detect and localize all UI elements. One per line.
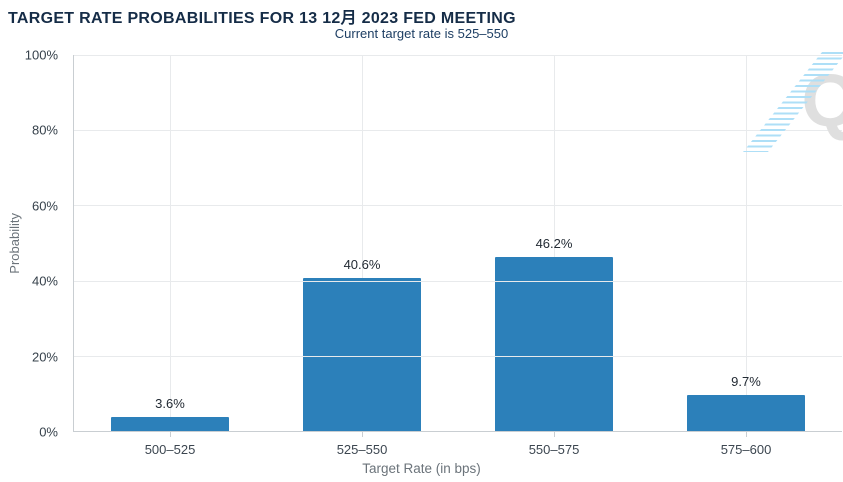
x-axis-tick [746,432,747,437]
probability-bar-575–600[interactable] [687,394,805,431]
chart-title: TARGET RATE PROBABILITIES FOR 13 12月 202… [8,10,516,27]
x-category-label: 525–550 [336,442,388,457]
x-category-label: 500–525 [144,442,196,457]
probability-bar-525–550[interactable] [303,278,421,431]
gridline-100 [74,55,842,56]
x-axis-tick [170,432,171,437]
chart-subtitle: Current target rate is 525–550 [334,26,509,41]
probability-bar-550–575[interactable] [495,257,613,431]
category-cell-550–575: 46.2% 550–575 [458,55,650,457]
y-tick-label-60: 60% [31,198,58,214]
gridline-20 [74,355,842,357]
gridline-40 [74,280,842,282]
y-tick-label-20: 20% [31,349,58,365]
bar-value-label: 40.6% [343,257,381,273]
y-tick-label-0: 0% [39,424,58,440]
category-cell-525–550: 40.6% 525–550 [266,55,458,457]
bar-value-label: 9.7% [731,373,761,389]
category-cell-500–525: 3.6% 500–525 [74,55,266,457]
gridline-80 [74,130,842,132]
bar-value-label: 3.6% [155,396,185,412]
x-axis-tick [362,432,363,437]
category-gridline [170,55,171,431]
plot-area: 3.6% 500–525 40.6% 525–550 46.2% 550–575 9.7% 5… [73,55,842,457]
x-axis-title: Target Rate (in bps) [362,461,481,476]
gridline-60 [74,205,842,207]
plot-categories: 3.6% 500–525 40.6% 525–550 46.2% 550–575 9.7% 5… [74,55,842,457]
x-category-label: 550–575 [528,442,580,457]
category-gridline [554,55,555,431]
y-tick-label-100: 100% [24,47,58,63]
category-gridline [362,55,363,431]
category-cell-575–600: 9.7% 575–600 [650,55,842,457]
y-tick-label-40: 40% [31,273,58,289]
x-axis-tick [554,432,555,437]
y-axis-tick-labels: 100% 80% 60% 40% 20% 0% [0,48,65,440]
y-tick-label-80: 80% [31,122,58,138]
x-category-label: 575–600 [720,442,772,457]
probability-bar-500–525[interactable] [111,417,229,431]
category-gridline [746,55,747,431]
bar-value-label: 46.2% [535,236,573,252]
